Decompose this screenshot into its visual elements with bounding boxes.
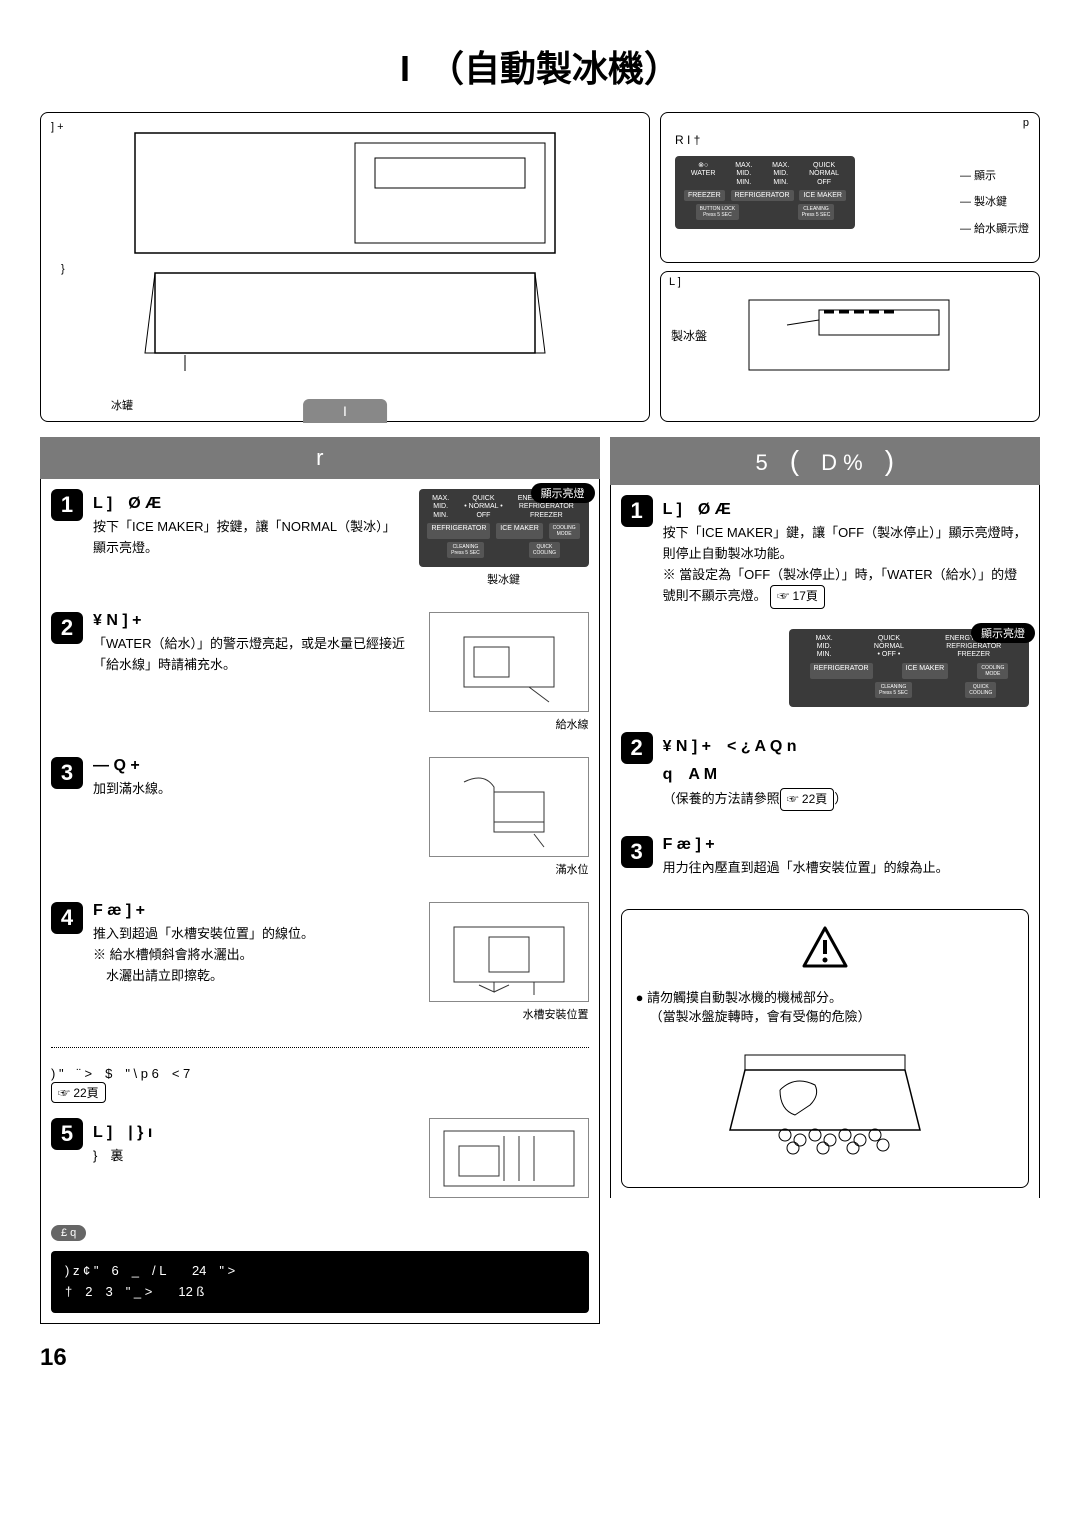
right-header: 5 ( D % ) <box>610 437 1040 485</box>
main-columns: r 1 L ] Ø Æ 按下「ICE MAKER」按鍵，讓「NORMAL（製冰）… <box>40 437 1040 1324</box>
step-text: 「WATER（給水）」的警示燈亮起，或是水量已經接近「給水線」時請補充水。 <box>93 634 419 676</box>
step-text: } 裏 <box>93 1146 419 1167</box>
left-step-3: 3 — Q + 加到滿水線。 滿水位 <box>51 757 589 877</box>
right-body: 1 L ] Ø Æ 按下「ICE MAKER」鍵，讓「OFF（製冰停止）」顯示亮… <box>610 485 1040 1198</box>
step-text: 按下「ICE MAKER」按鍵，讓「NORMAL（製冰）」顯示亮燈。 <box>93 517 409 559</box>
step-title: L ] Ø Æ <box>93 489 409 513</box>
step-number: 3 <box>51 757 83 789</box>
right-step-2: 2 ¥ N ] + < ¿ A Q n q A M （保養的方法請參照☞ 22頁… <box>621 732 1029 811</box>
step-title: F æ ] + <box>663 836 1029 854</box>
step-title: L ] | } ı <box>93 1118 419 1142</box>
ice-bin-label: 冰罐 <box>111 397 133 413</box>
left-header: r <box>40 437 600 479</box>
step-note: ※ 當設定為「OFF（製冰停止）」時，「WATER（給水）」的燈號則不顯示亮燈。… <box>663 565 1029 609</box>
step-number: 2 <box>621 732 653 764</box>
panel-line3: — 給水顯示燈 <box>960 216 1029 242</box>
step-title: ¥ N ] + < ¿ A Q n <box>663 732 1029 756</box>
step-note: ※ 給水槽傾斜會將水灑出。 水灑出請立即擦乾。 <box>93 945 419 987</box>
left-step-4: 4 F æ ] + 推入到超過「水槽安裝位置」的線位。 ※ 給水槽傾斜會將水灑出… <box>51 902 589 1022</box>
control-panel-box: p R I † ⊗○WATER MAX.MID.MIN. MAX.MID.MIN… <box>660 112 1040 263</box>
control-panel-mock: ⊗○WATER MAX.MID.MIN. MAX.MID.MIN. QUICKN… <box>675 156 855 229</box>
warning-box: ● 請勿觸摸自動製冰機的機械部分。 （當製冰盤旋轉時，會有受傷的危險） <box>621 909 1029 1188</box>
left-step-1: 1 L ] Ø Æ 按下「ICE MAKER」按鍵，讓「NORMAL（製冰）」顯… <box>51 489 589 587</box>
left-column: r 1 L ] Ø Æ 按下「ICE MAKER」按鍵，讓「NORMAL（製冰）… <box>40 437 600 1324</box>
main-diagram-box: ] + } 冰罐 I <box>40 112 650 422</box>
left-body: 1 L ] Ø Æ 按下「ICE MAKER」按鍵，讓「NORMAL（製冰）」顯… <box>40 479 600 1324</box>
corner-p: p <box>1023 117 1029 129</box>
corner-l: L ] <box>669 276 681 288</box>
badge: 顯示亮燈 <box>531 483 595 503</box>
ref-22: ☞ 22頁 <box>51 1082 106 1103</box>
step-number: 1 <box>621 495 653 527</box>
step-illustration <box>429 1118 589 1198</box>
sub-label: R I † <box>675 133 700 147</box>
panel-line1: — 顯示 <box>960 163 1029 189</box>
step-text: 按下「ICE MAKER」鍵，讓「OFF（製冰停止）」顯示亮燈時，則停止自動製冰… <box>663 523 1029 565</box>
step-text: 用力往內壓直到超過「水槽安裝位置」的線為止。 <box>663 858 1029 879</box>
label-tl: ] + <box>51 121 64 133</box>
step-number: 4 <box>51 902 83 934</box>
right-step-3: 3 F æ ] + 用力往內壓直到超過「水槽安裝位置」的線為止。 <box>621 836 1029 879</box>
badge-eq: £ q <box>51 1225 86 1241</box>
step-number: 3 <box>621 836 653 868</box>
top-right-column: p R I † ⊗○WATER MAX.MID.MIN. MAX.MID.MIN… <box>660 112 1040 422</box>
step-number: 2 <box>51 612 83 644</box>
step-title: — Q + <box>93 757 419 775</box>
step-illustration <box>429 612 589 712</box>
ref-22b: ☞ 22頁 <box>780 788 835 811</box>
step-text: （保養的方法請參照☞ 22頁） <box>663 788 1029 811</box>
fridge-cutaway-illustration <box>51 123 639 383</box>
caption: 給水線 <box>429 716 589 732</box>
step-number: 1 <box>51 489 83 521</box>
badge: 顯示亮燈 <box>971 623 1035 643</box>
right-step-1: 1 L ] Ø Æ 按下「ICE MAKER」鍵，讓「OFF（製冰停止）」顯示亮… <box>621 495 1029 707</box>
right-column: 5 ( D % ) 1 L ] Ø Æ 按下「ICE MAKER」鍵，讓「OFF… <box>610 437 1040 1324</box>
top-diagrams: ] + } 冰罐 I p R I † ⊗○WATER MAX.MID.MIN. … <box>40 112 1040 422</box>
warning-illustration <box>725 1040 925 1170</box>
step-illustration <box>429 757 589 857</box>
page-title: I （自動製冰機） <box>40 40 1040 92</box>
step-text: 推入到超過「水槽安裝位置」的線位。 <box>93 924 419 945</box>
black-info-box: ) z ¢ " 6 _ / L 24 " > † 2 3 " _ > 12 ß <box>51 1251 589 1313</box>
step-illustration <box>429 902 589 1002</box>
mid-label: I <box>303 399 387 423</box>
warning-line2: （當製冰盤旋轉時，會有受傷的危險） <box>636 1006 1014 1025</box>
note-line: ) " ¨ > $ " \ p 6 < 7 ☞ 22頁 <box>51 1063 589 1103</box>
caption: 水槽安裝位置 <box>429 1006 589 1022</box>
warning-line1: ● 請勿觸摸自動製冰機的機械部分。 <box>636 987 1014 1006</box>
left-step-5: 5 L ] | } ı } 裏 <box>51 1118 589 1198</box>
ice-tray-box: L ] 製冰盤 <box>660 271 1040 422</box>
step-text: 加到滿水線。 <box>93 779 419 800</box>
label-bl: } <box>61 263 65 275</box>
step-number: 5 <box>51 1118 83 1150</box>
panel-line2: — 製冰鍵 <box>960 189 1029 215</box>
caption: 滿水位 <box>429 861 589 877</box>
step-subtitle: q A M <box>663 760 1029 784</box>
step-title: F æ ] + <box>93 902 419 920</box>
caption: 製冰鍵 <box>419 571 589 587</box>
ice-tray-label: 製冰盤 <box>671 327 707 344</box>
left-step-2: 2 ¥ N ] + 「WATER（給水）」的警示燈亮起，或是水量已經接近「給水線… <box>51 612 589 732</box>
step-title: ¥ N ] + <box>93 612 419 630</box>
ref-17: ☞ 17頁 <box>770 585 825 608</box>
ice-tray-illustration <box>739 290 959 380</box>
warning-icon <box>800 924 850 974</box>
step-title: L ] Ø Æ <box>663 495 1029 519</box>
page-number: 16 <box>40 1344 1040 1372</box>
